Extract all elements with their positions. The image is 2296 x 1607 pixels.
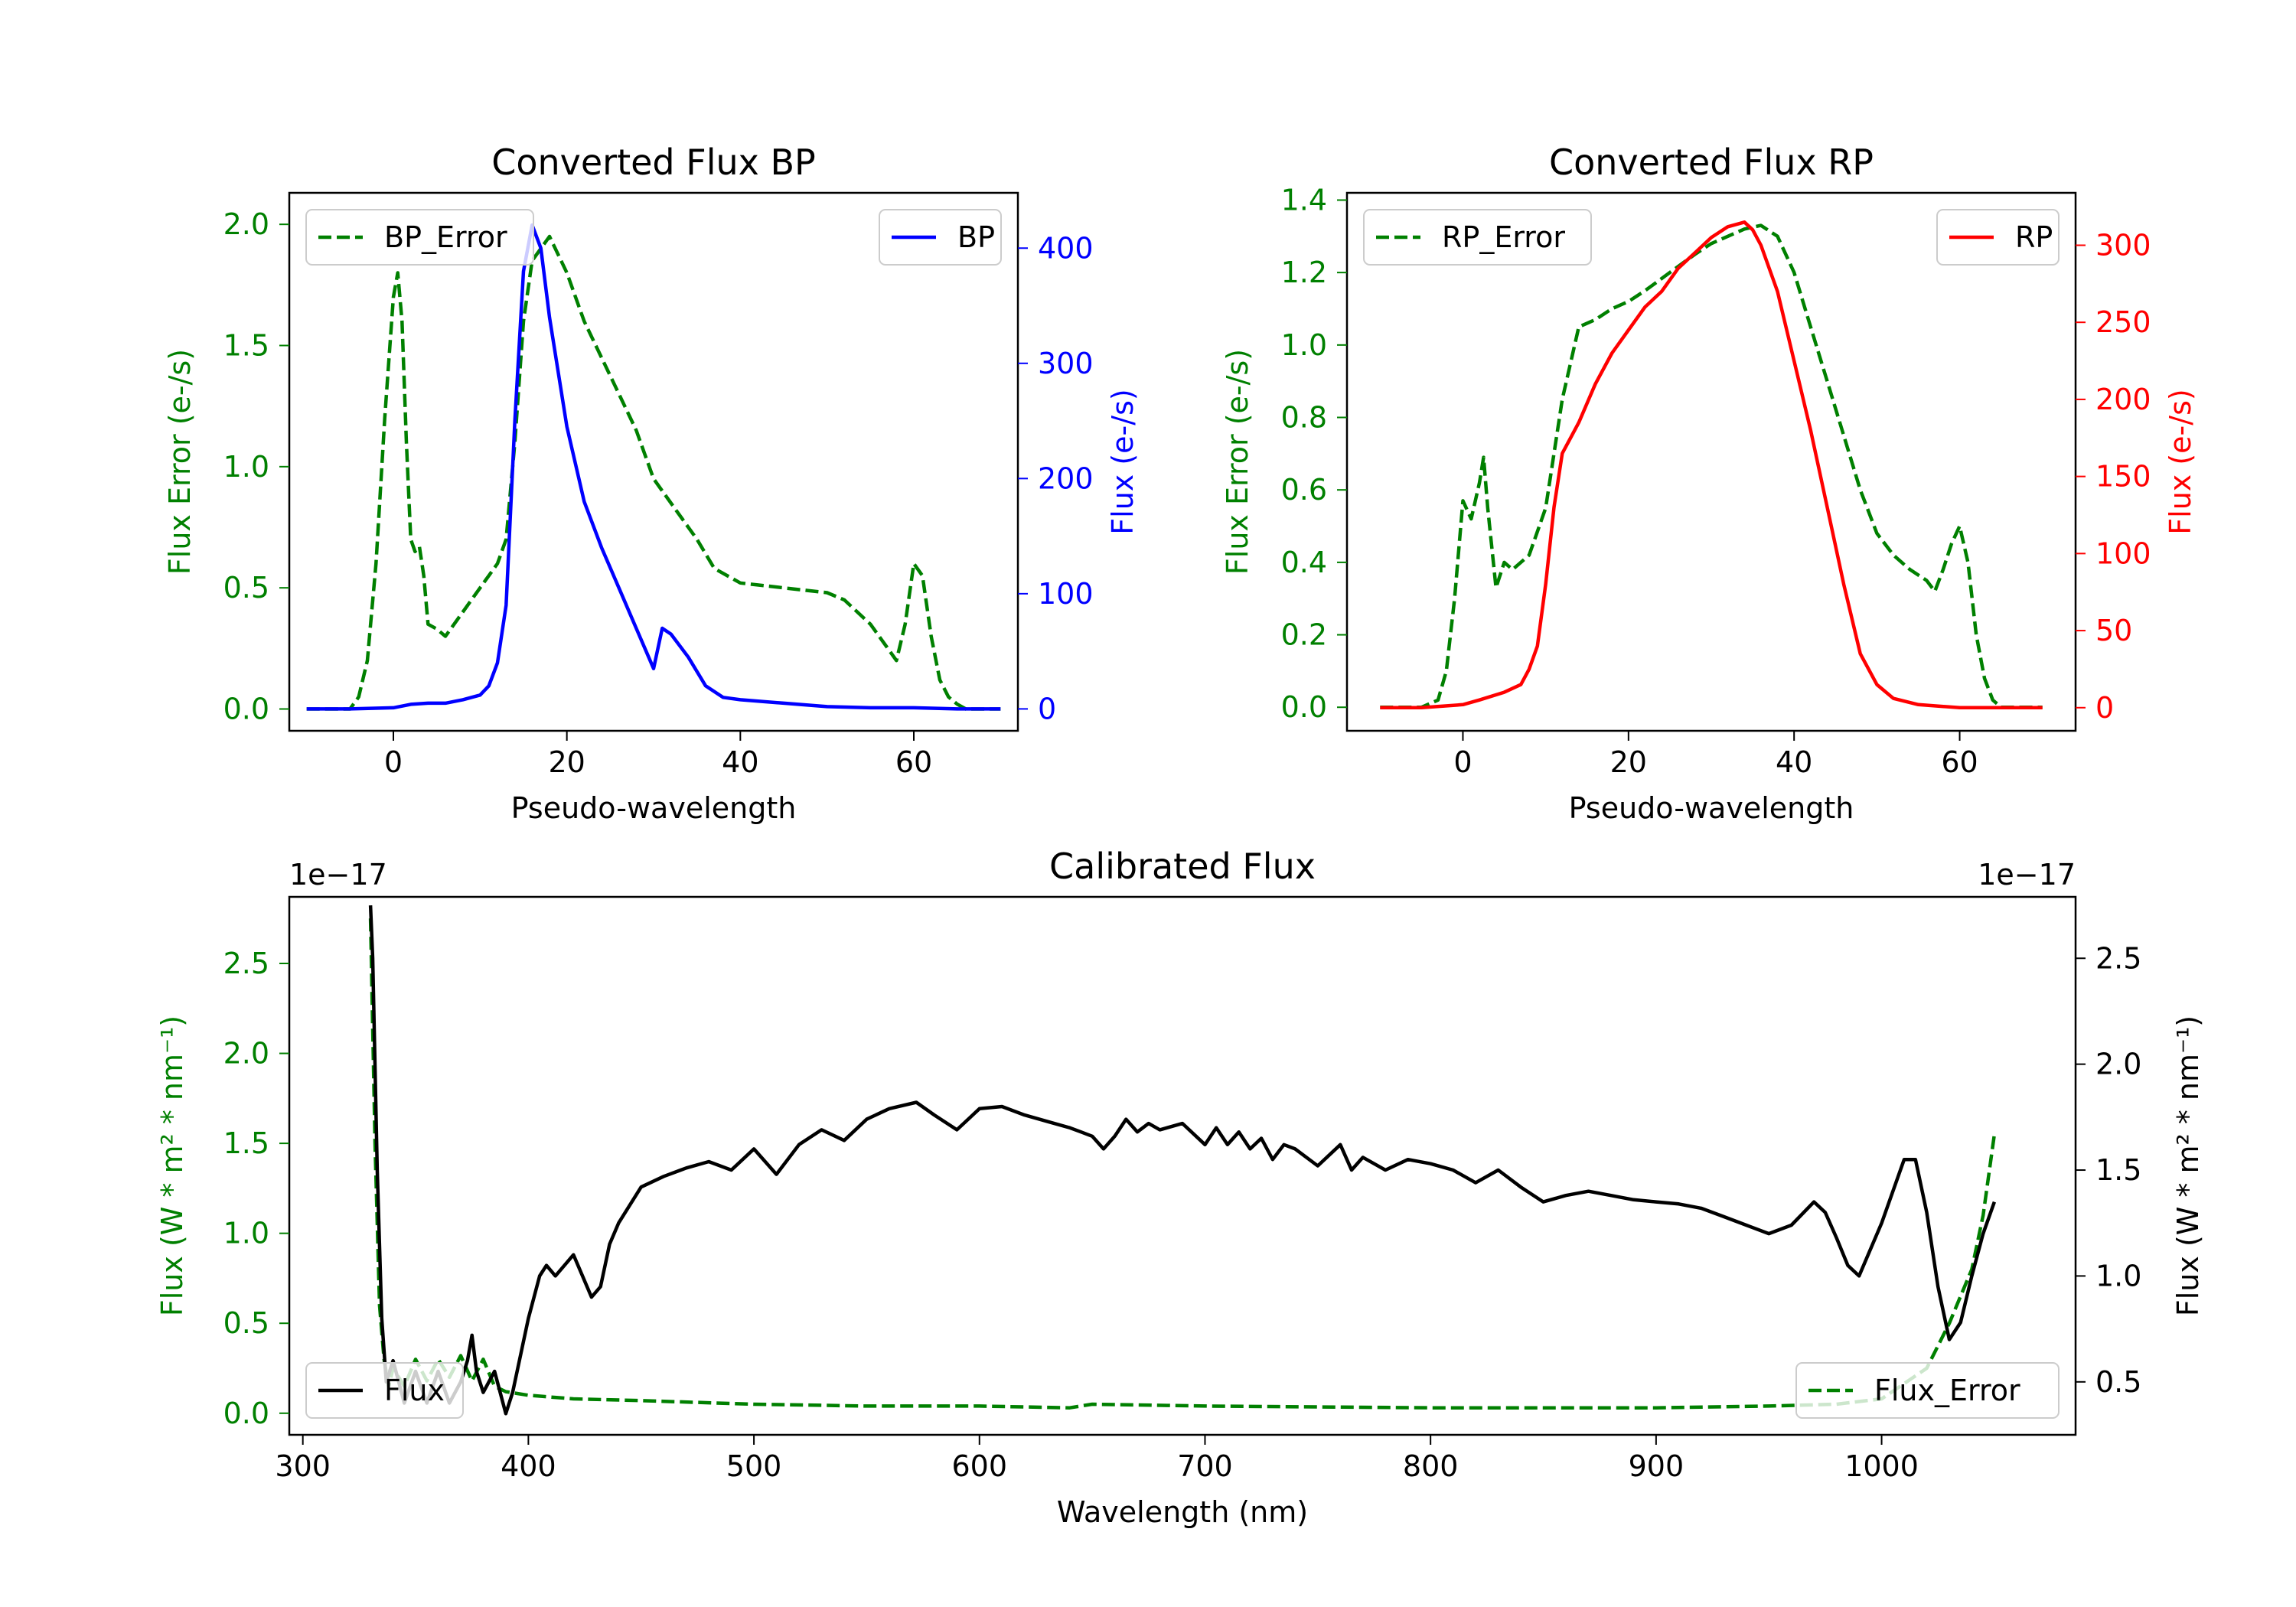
x-tick-label: 600 xyxy=(952,1449,1008,1483)
legend-error: BP_Error xyxy=(305,209,534,266)
y-left-tick-label: 0.2 xyxy=(1281,618,1327,652)
legend-flux: RP xyxy=(1936,209,2060,266)
series-line-flux-error xyxy=(368,918,1997,1410)
y-left-tick-label: 2.0 xyxy=(223,1037,269,1071)
y-left-tick-label: 1.0 xyxy=(223,450,269,484)
x-tick-label: 60 xyxy=(895,745,932,779)
chart-title: Calibrated Flux xyxy=(1049,846,1316,887)
y-left-tick-label: 0.5 xyxy=(223,571,269,605)
legend-box xyxy=(879,209,1002,266)
legend-label: RP_Error xyxy=(1442,220,1565,254)
chart-2: 0 20 40 60 0.0 0.2 0.4 0.6 0.8 1.0 1.2 1.4 0 50 100 150… xyxy=(1221,142,2197,825)
x-tick-label: 0 xyxy=(384,745,403,779)
x-tick-label: 20 xyxy=(548,745,585,779)
y-left-tick-label: 0.8 xyxy=(1281,401,1327,435)
y-left-tick-label: 1.0 xyxy=(223,1217,269,1250)
y-right-tick-label: 200 xyxy=(1038,461,1094,495)
legend-box xyxy=(1363,209,1592,266)
legend-box xyxy=(1936,209,2060,266)
y-left-tick-label: 0.4 xyxy=(1281,546,1327,579)
y-right-tick-label: 400 xyxy=(1038,231,1094,265)
chart-1: 0 20 40 60 0.0 0.5 1.0 1.5 2.0 0 100 200 300 400 Conve… xyxy=(163,142,1140,825)
x-tick-label: 400 xyxy=(501,1449,556,1483)
legend-flux: Flux xyxy=(305,1362,464,1419)
y-right-axis-label: Flux (e-/s) xyxy=(2164,389,2197,534)
legend-error: RP_Error xyxy=(1363,209,1592,266)
legend-label: Flux_Error xyxy=(1874,1374,2020,1407)
y-right-axis-label: Flux (W * m² * nm⁻¹) xyxy=(2171,1015,2205,1316)
chart-title: Converted Flux RP xyxy=(1549,142,1874,183)
x-tick-label: 500 xyxy=(726,1449,782,1483)
y-right-tick-label: 2.5 xyxy=(2095,941,2141,975)
y-left-tick-label: 0.6 xyxy=(1281,473,1327,507)
y-right-tick-label: 250 xyxy=(2095,305,2151,339)
y-left-axis-label: Flux Error (e-/s) xyxy=(163,349,197,575)
legend-label: Flux xyxy=(384,1374,445,1407)
plot-frame xyxy=(288,191,1019,732)
x-tick-label: 40 xyxy=(1776,745,1812,779)
x-tick-label: 800 xyxy=(1403,1449,1459,1483)
y-right-tick-label: 50 xyxy=(2095,614,2132,647)
plot-frame xyxy=(288,895,2077,1436)
y-left-tick-label: 0.0 xyxy=(223,693,269,726)
series-line-bp xyxy=(306,223,1001,711)
x-tick-label: 60 xyxy=(1941,745,1978,779)
x-axis-label: Pseudo-wavelength xyxy=(511,791,797,825)
series-line-flux xyxy=(368,905,1997,1416)
y-right-axis-label: Flux (e-/s) xyxy=(1106,389,1140,534)
x-axis-label: Pseudo-wavelength xyxy=(1569,791,1854,825)
y-left-tick-label: 2.5 xyxy=(223,947,269,980)
y-left-axis-label: Flux Error (e-/s) xyxy=(1221,349,1254,575)
series-line-rp-error xyxy=(1380,223,2043,709)
legend-flux: BP xyxy=(879,209,1002,266)
y-right-tick-label: 300 xyxy=(2095,228,2151,262)
x-tick-label: 0 xyxy=(1453,745,1472,779)
y-left-tick-label: 2.0 xyxy=(223,207,269,241)
legend-label: RP xyxy=(2015,220,2053,254)
chart-3: 300 400 500 600 700 800 900 1000 0.0 0.5 1.0 1.5 2.0… xyxy=(155,846,2205,1529)
plot-frame xyxy=(1345,191,2077,732)
x-tick-label: 1000 xyxy=(1844,1449,1919,1483)
x-tick-label: 20 xyxy=(1610,745,1647,779)
y-right-tick-label: 300 xyxy=(1038,347,1094,380)
y-left-tick-label: 1.5 xyxy=(223,329,269,363)
y-left-tick-label: 0.5 xyxy=(223,1306,269,1340)
x-axis-label: Wavelength (nm) xyxy=(1057,1495,1308,1529)
series-line-bp-error xyxy=(306,234,1001,711)
y-right-offset-label: 1e−17 xyxy=(1978,858,2076,892)
y-left-tick-label: 1.5 xyxy=(223,1126,269,1160)
y-right-tick-label: 100 xyxy=(2095,536,2151,570)
y-right-tick-label: 1.0 xyxy=(2095,1259,2141,1292)
legend-flux-error: Flux_Error xyxy=(1795,1362,2060,1419)
y-right-tick-label: 200 xyxy=(2095,383,2151,416)
x-tick-label: 40 xyxy=(722,745,758,779)
legend-label: BP_Error xyxy=(384,220,507,254)
y-right-tick-label: 1.5 xyxy=(2095,1153,2141,1187)
chart-title: Converted Flux BP xyxy=(491,142,816,183)
y-left-tick-label: 1.0 xyxy=(1281,328,1327,362)
y-left-tick-label: 1.2 xyxy=(1281,256,1327,289)
y-left-offset-label: 1e−17 xyxy=(289,858,387,892)
y-right-tick-label: 0 xyxy=(2095,691,2114,725)
legend-box xyxy=(305,1362,464,1419)
y-right-tick-label: 2.0 xyxy=(2095,1048,2141,1081)
y-left-axis-label: Flux (W * m² * nm⁻¹) xyxy=(155,1015,189,1316)
legend-box xyxy=(305,209,534,266)
x-tick-label: 900 xyxy=(1629,1449,1684,1483)
y-left-tick-label: 0.0 xyxy=(223,1397,269,1430)
y-right-tick-label: 0 xyxy=(1038,692,1056,725)
y-right-tick-label: 100 xyxy=(1038,577,1094,611)
series-line-rp xyxy=(1380,220,2043,710)
y-left-tick-label: 0.0 xyxy=(1281,690,1327,724)
legend-box xyxy=(1795,1362,2060,1419)
x-tick-label: 300 xyxy=(275,1449,331,1483)
legend-label: BP xyxy=(957,220,995,254)
y-left-tick-label: 1.4 xyxy=(1281,183,1327,217)
x-tick-label: 700 xyxy=(1177,1449,1233,1483)
y-right-tick-label: 150 xyxy=(2095,460,2151,494)
y-right-tick-label: 0.5 xyxy=(2095,1365,2141,1399)
